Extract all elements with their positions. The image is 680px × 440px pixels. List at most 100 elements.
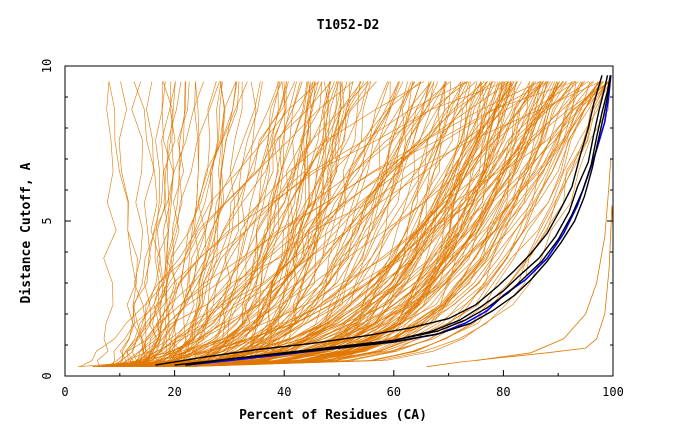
x-tick-label: 80 (496, 385, 510, 399)
model-curve (475, 158, 612, 361)
model-curve (139, 81, 558, 367)
highlight-curves (155, 75, 612, 366)
model-curve (137, 81, 154, 367)
model-curve (93, 81, 416, 367)
model-curve (182, 81, 296, 367)
model-curve (111, 81, 176, 367)
highlight-curve (155, 75, 603, 366)
x-axis-label: Percent of Residues (CA) (239, 408, 427, 423)
model-curve (101, 81, 447, 367)
model-curve (118, 81, 188, 367)
model-curve (93, 81, 343, 367)
model-curve (154, 81, 518, 367)
model-curve (133, 81, 301, 367)
model-curve (163, 81, 199, 367)
model-curve (159, 81, 609, 367)
x-tick-label: 20 (167, 385, 181, 399)
model-curve (153, 81, 342, 367)
model-curve (128, 81, 261, 367)
model-curve (164, 81, 257, 367)
model-curve (133, 81, 177, 367)
model-curve (155, 81, 217, 367)
model-curve (184, 81, 518, 367)
model-curve (185, 81, 611, 367)
model-curve (126, 81, 601, 367)
x-tick-label: 100 (602, 385, 624, 399)
model-curve (161, 81, 605, 367)
highlight-curve (185, 75, 612, 366)
model-curve (169, 81, 509, 367)
model-curve (143, 81, 546, 367)
y-axis: 0 5 10 (40, 59, 613, 380)
model-curve (97, 81, 117, 367)
model-curve (79, 81, 332, 367)
model-curve (156, 81, 309, 367)
model-curve (151, 81, 312, 367)
model-curve (185, 81, 286, 367)
model-curve (186, 81, 586, 367)
model-curve (152, 81, 316, 367)
model-curve (108, 81, 362, 367)
model-curve (106, 81, 421, 367)
model-curve (141, 81, 279, 367)
model-curve (103, 81, 323, 367)
model-curve (186, 81, 496, 367)
model-curve (108, 81, 157, 367)
model-curve (113, 81, 494, 367)
model-curve (127, 81, 575, 367)
model-curve (174, 81, 348, 367)
model-curve (136, 81, 451, 367)
model-curve (131, 81, 421, 367)
model-curve (126, 81, 354, 367)
model-curve (137, 81, 263, 367)
model-curve (176, 81, 601, 367)
model-curve (109, 81, 603, 367)
x-tick-label: 0 (61, 385, 68, 399)
model-curve (94, 81, 323, 367)
model-curve (112, 81, 225, 367)
model-curve (180, 81, 477, 367)
model-curve (193, 81, 345, 367)
model-curve (144, 81, 314, 367)
model-curve (131, 81, 425, 367)
model-curve (177, 81, 584, 367)
model-curve (92, 81, 354, 367)
model-curve (152, 81, 591, 367)
model-curve (158, 81, 332, 367)
y-tick-label: 0 (40, 372, 54, 379)
model-curve (160, 81, 560, 367)
model-curve (167, 81, 462, 367)
model-curve (151, 81, 559, 367)
model-curve (104, 81, 187, 367)
model-curve (138, 81, 280, 367)
model-curve (150, 81, 319, 367)
model-curve (140, 81, 237, 367)
model-curve (144, 81, 176, 367)
y-tick-label: 10 (40, 59, 54, 73)
highlight-curve (174, 75, 611, 366)
model-curve (117, 81, 176, 367)
model-curves (78, 81, 614, 368)
model-curve (138, 81, 223, 367)
model-curve (158, 81, 363, 367)
model-curve (158, 81, 400, 367)
x-tick-label: 60 (387, 385, 401, 399)
model-curve (180, 81, 432, 367)
model-curve (153, 81, 470, 367)
model-curve (162, 81, 185, 367)
model-curve (134, 81, 408, 367)
model-curve (131, 81, 147, 367)
model-curve (106, 81, 377, 367)
model-curve (141, 81, 186, 367)
model-curve (143, 81, 335, 367)
model-curve (140, 81, 286, 367)
model-curve (121, 81, 573, 367)
y-tick-label: 5 (40, 217, 54, 224)
model-curve (158, 81, 371, 367)
model-curve (169, 81, 226, 367)
model-curve (158, 81, 488, 367)
model-curve (146, 81, 400, 367)
model-curve (167, 81, 399, 367)
model-curve (143, 81, 560, 367)
